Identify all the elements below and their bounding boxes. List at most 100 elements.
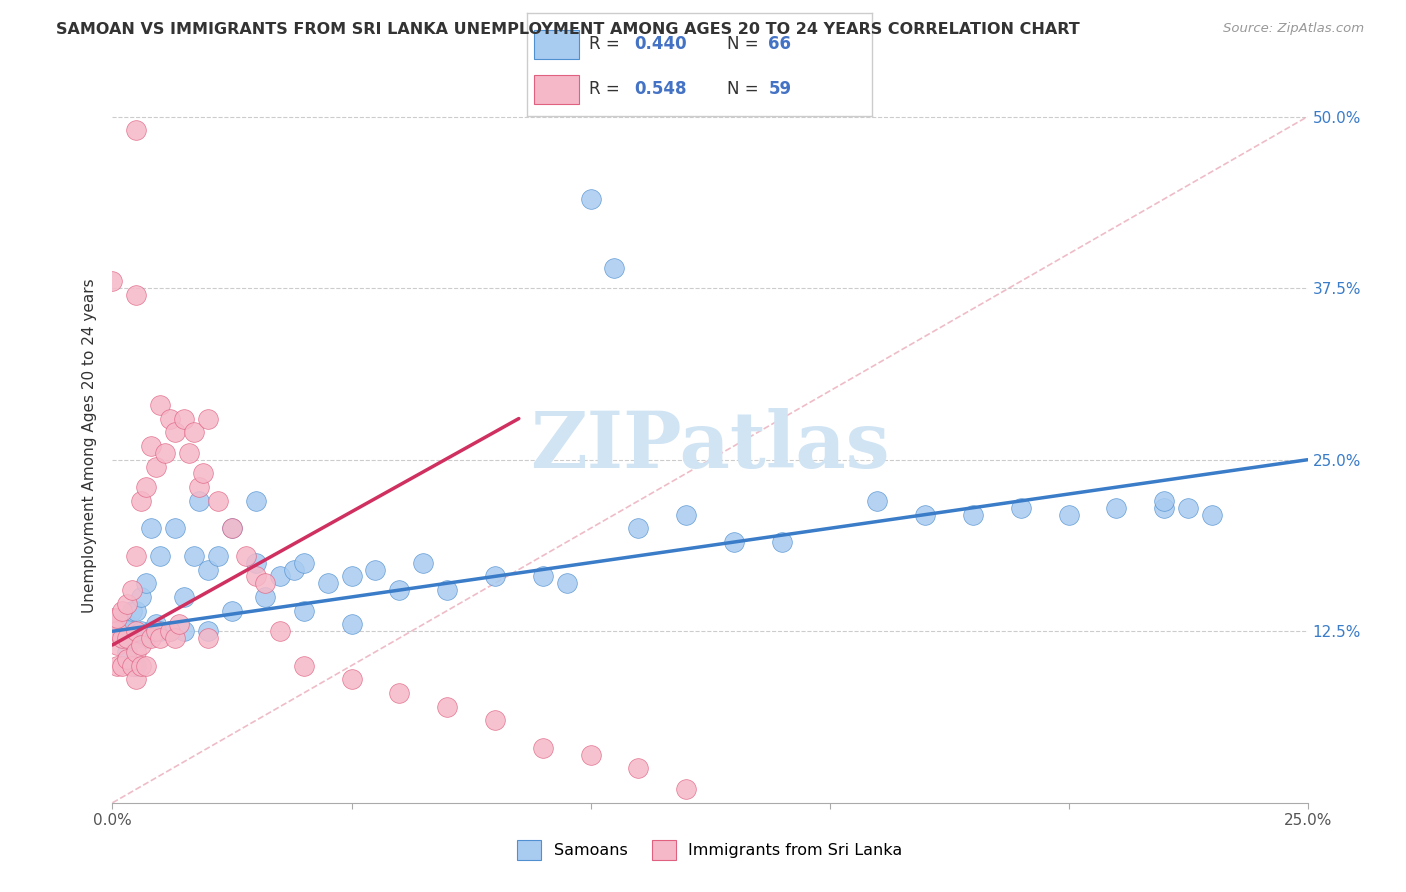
Point bbox=[135, 480, 157, 494]
Point bbox=[105, 624, 128, 639]
Point bbox=[235, 549, 257, 563]
Point bbox=[111, 631, 134, 645]
Point bbox=[115, 631, 138, 645]
Point bbox=[159, 624, 181, 639]
Point bbox=[163, 425, 186, 440]
Point bbox=[149, 624, 172, 639]
Point bbox=[139, 521, 162, 535]
Bar bbox=[534, 29, 579, 59]
Point bbox=[292, 556, 315, 570]
Point bbox=[129, 590, 152, 604]
Point bbox=[1177, 500, 1199, 515]
Text: R =: R = bbox=[589, 35, 626, 54]
Point bbox=[603, 260, 626, 275]
Point bbox=[101, 617, 124, 632]
Point bbox=[1057, 508, 1080, 522]
Point bbox=[627, 762, 650, 776]
Point bbox=[1153, 494, 1175, 508]
Point bbox=[125, 604, 148, 618]
Point bbox=[129, 658, 152, 673]
Point bbox=[135, 658, 157, 673]
Point bbox=[221, 521, 243, 535]
Text: 0.548: 0.548 bbox=[634, 80, 686, 98]
Point bbox=[139, 624, 162, 639]
Point bbox=[135, 631, 157, 645]
Point bbox=[388, 686, 411, 700]
Point bbox=[579, 747, 602, 762]
Point bbox=[163, 521, 186, 535]
Point bbox=[159, 624, 181, 639]
Point bbox=[121, 583, 143, 598]
Point bbox=[125, 549, 148, 563]
Point bbox=[579, 192, 602, 206]
Point bbox=[770, 535, 793, 549]
Point bbox=[129, 494, 152, 508]
Point bbox=[245, 494, 267, 508]
Point bbox=[269, 569, 291, 583]
Point bbox=[111, 624, 134, 639]
Point bbox=[364, 562, 387, 576]
Point bbox=[139, 439, 162, 453]
Point bbox=[183, 425, 205, 440]
Point bbox=[135, 576, 157, 591]
Point bbox=[101, 624, 124, 639]
Point bbox=[177, 446, 200, 460]
Point bbox=[245, 569, 267, 583]
Point bbox=[1153, 500, 1175, 515]
Point bbox=[627, 521, 650, 535]
Point bbox=[169, 617, 191, 632]
Point bbox=[115, 624, 138, 639]
Point bbox=[125, 624, 148, 639]
Point bbox=[115, 651, 138, 665]
Point bbox=[145, 459, 167, 474]
Text: Source: ZipAtlas.com: Source: ZipAtlas.com bbox=[1223, 22, 1364, 36]
Point bbox=[139, 631, 162, 645]
Point bbox=[173, 590, 195, 604]
Point bbox=[105, 610, 128, 624]
Text: 0.440: 0.440 bbox=[634, 35, 686, 54]
Point bbox=[105, 624, 128, 639]
Text: 59: 59 bbox=[768, 80, 792, 98]
Point bbox=[197, 411, 219, 425]
Point bbox=[675, 508, 697, 522]
Point bbox=[101, 624, 124, 639]
Point bbox=[388, 583, 411, 598]
Point bbox=[125, 673, 148, 687]
Point bbox=[125, 645, 148, 659]
Text: 66: 66 bbox=[768, 35, 792, 54]
Y-axis label: Unemployment Among Ages 20 to 24 years: Unemployment Among Ages 20 to 24 years bbox=[82, 278, 97, 614]
Point bbox=[197, 624, 219, 639]
Text: N =: N = bbox=[727, 35, 763, 54]
Point bbox=[531, 740, 554, 755]
Point bbox=[163, 631, 186, 645]
Point bbox=[412, 556, 434, 570]
Point bbox=[316, 576, 339, 591]
Point bbox=[145, 617, 167, 632]
Point bbox=[115, 597, 138, 611]
Point bbox=[125, 288, 148, 302]
Point bbox=[221, 521, 243, 535]
Point bbox=[436, 699, 458, 714]
Point bbox=[866, 494, 889, 508]
Text: R =: R = bbox=[589, 80, 626, 98]
Point bbox=[159, 411, 181, 425]
Point bbox=[245, 556, 267, 570]
Point bbox=[101, 274, 124, 288]
Point bbox=[111, 658, 134, 673]
Point bbox=[153, 446, 176, 460]
Point bbox=[115, 617, 138, 632]
Point bbox=[121, 604, 143, 618]
Point bbox=[555, 576, 578, 591]
Point bbox=[193, 467, 215, 481]
Point bbox=[129, 624, 152, 639]
Point bbox=[436, 583, 458, 598]
Text: N =: N = bbox=[727, 80, 763, 98]
Text: ZIPatlas: ZIPatlas bbox=[530, 408, 890, 484]
Point bbox=[105, 617, 128, 632]
Point bbox=[723, 535, 745, 549]
Point bbox=[111, 604, 134, 618]
Point bbox=[1201, 508, 1223, 522]
Point bbox=[105, 658, 128, 673]
Point bbox=[914, 508, 936, 522]
Point bbox=[254, 590, 277, 604]
